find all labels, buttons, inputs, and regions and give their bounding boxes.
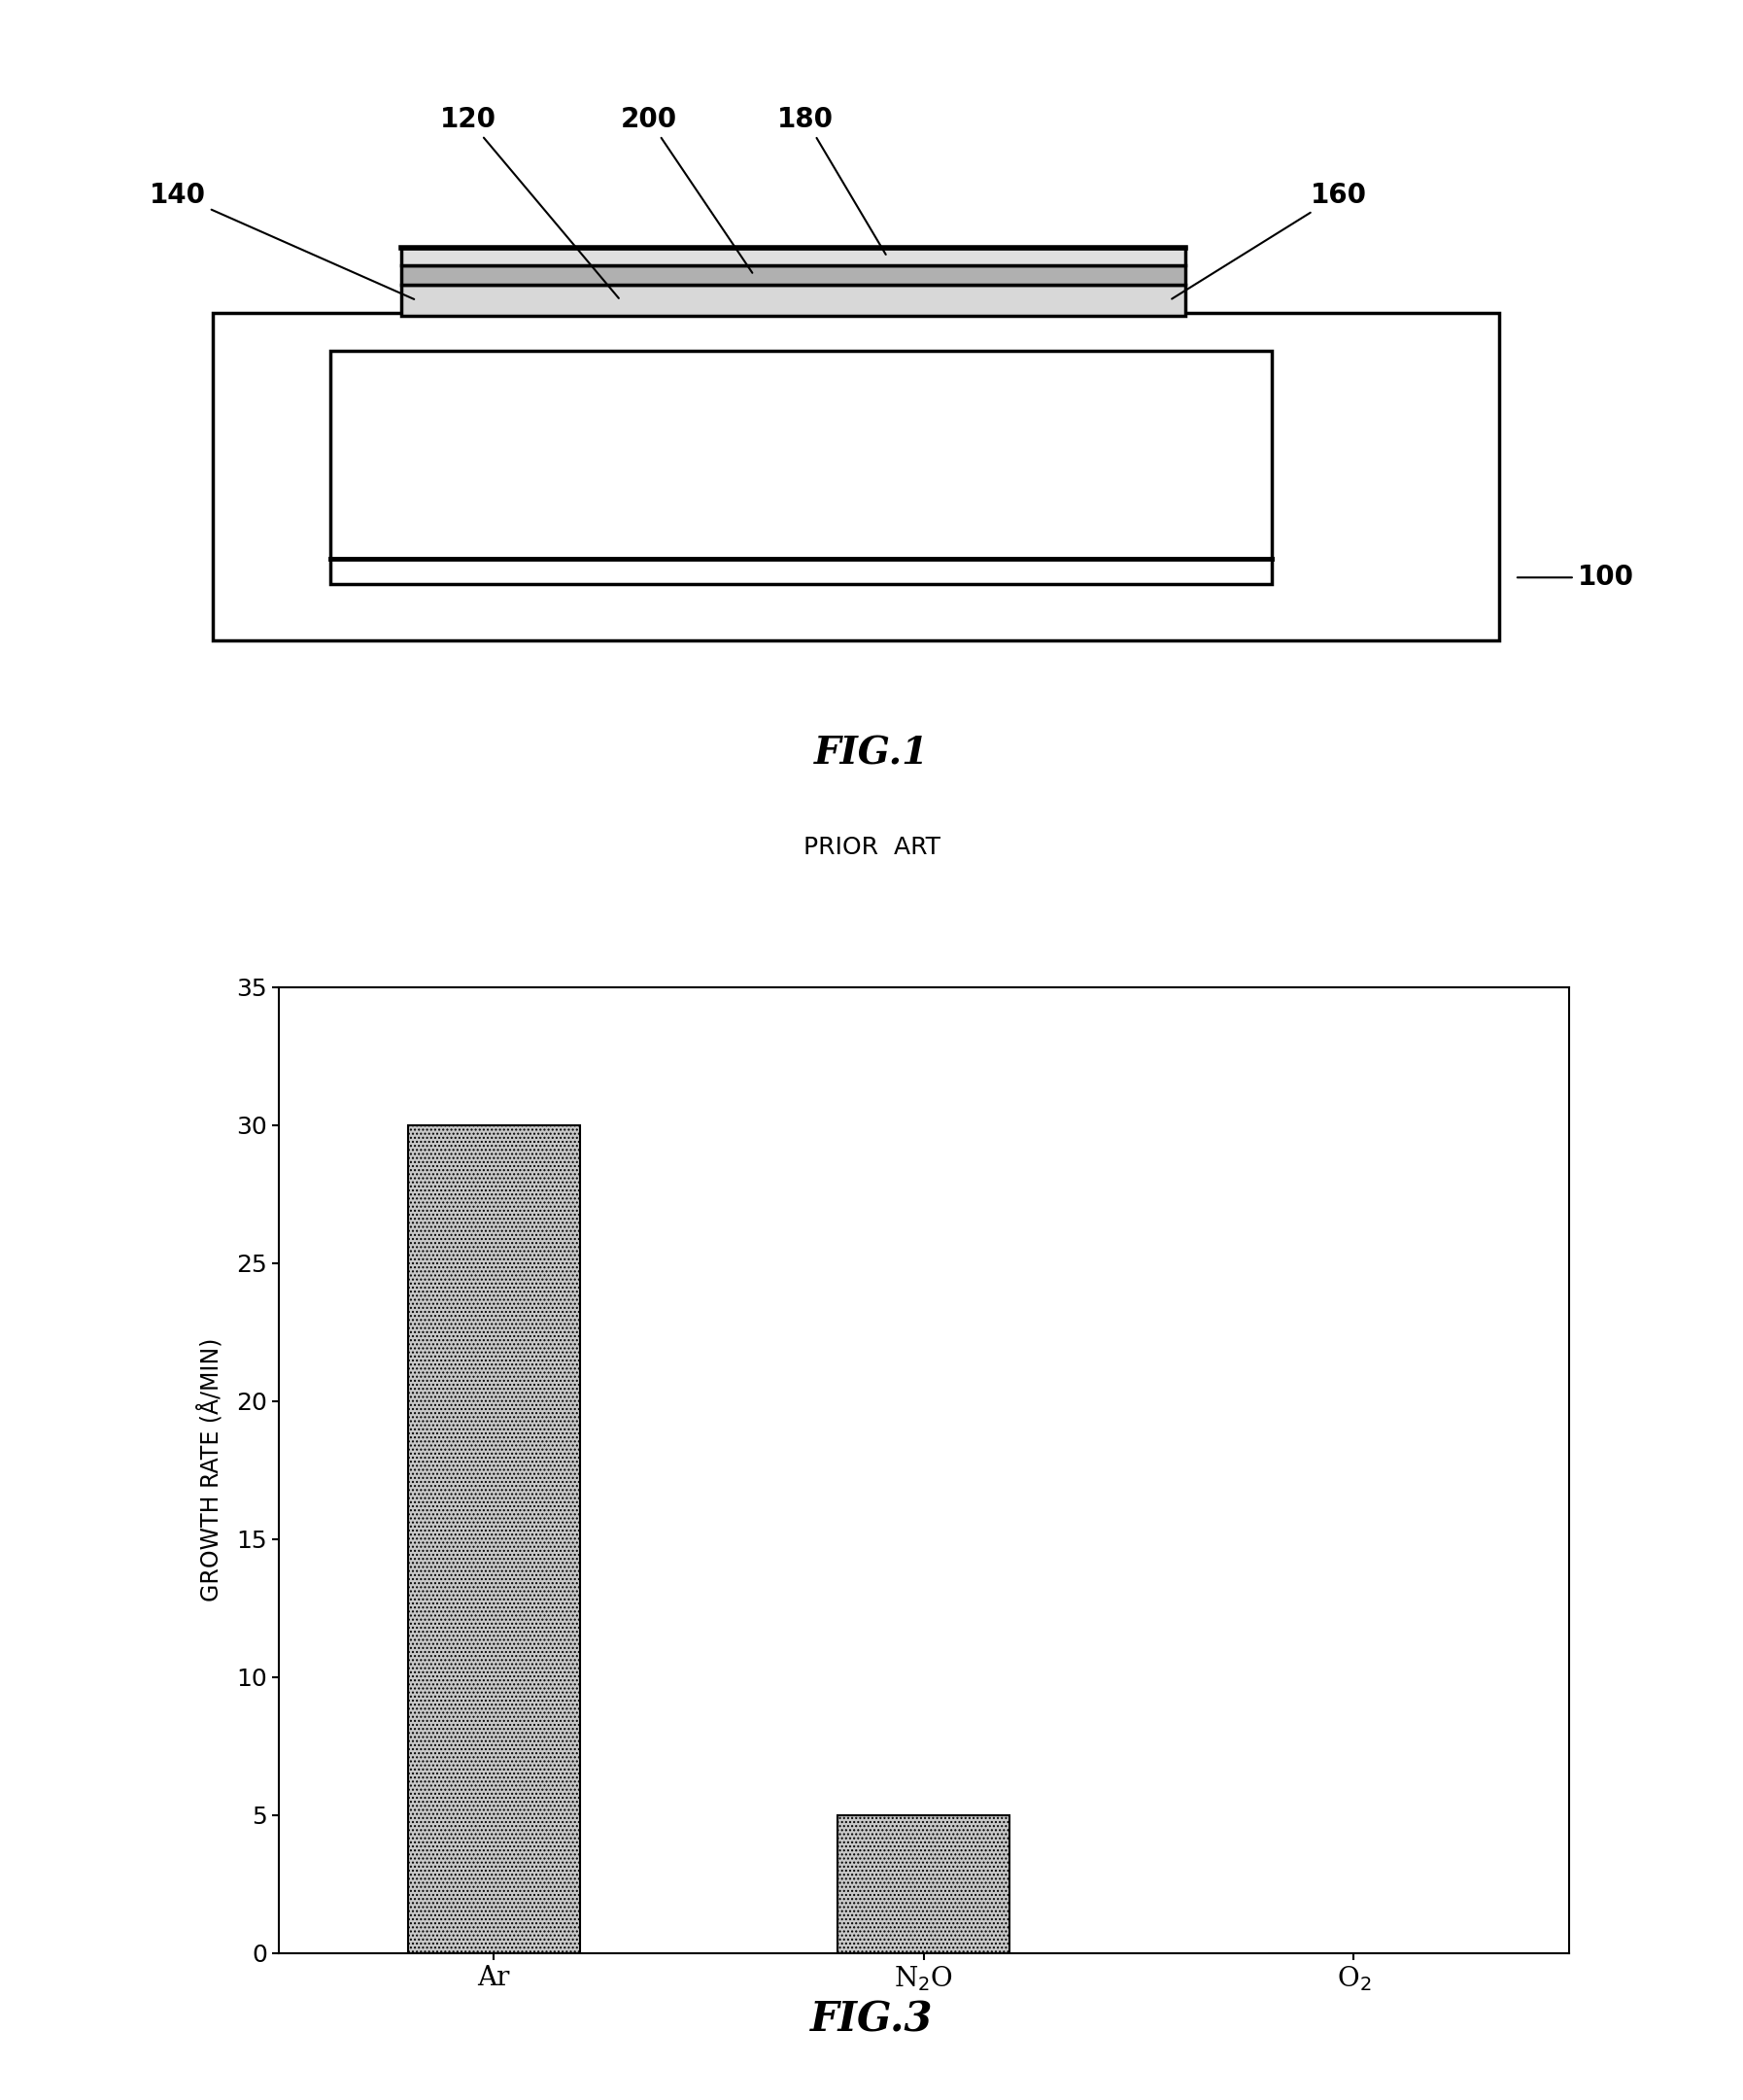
Text: 160: 160 (1171, 181, 1367, 298)
Text: 120: 120 (439, 105, 619, 298)
Text: 200: 200 (621, 105, 753, 273)
Text: FIG.3: FIG.3 (810, 1999, 933, 2041)
Bar (401, 286, 1185, 317)
Text: 180: 180 (777, 105, 885, 254)
Text: 140: 140 (150, 181, 415, 298)
Text: FIG.1: FIG.1 (814, 735, 929, 773)
Y-axis label: GROWTH RATE (Å/MIN): GROWTH RATE (Å/MIN) (197, 1338, 223, 1602)
Bar (838, 1814, 1009, 1953)
Bar (401, 248, 1185, 267)
Bar (331, 351, 1272, 584)
Bar (213, 313, 1499, 640)
Text: 100: 100 (1518, 565, 1633, 590)
Text: PRIOR  ART: PRIOR ART (804, 836, 939, 859)
Bar (408, 1126, 580, 1953)
Bar (401, 267, 1185, 286)
